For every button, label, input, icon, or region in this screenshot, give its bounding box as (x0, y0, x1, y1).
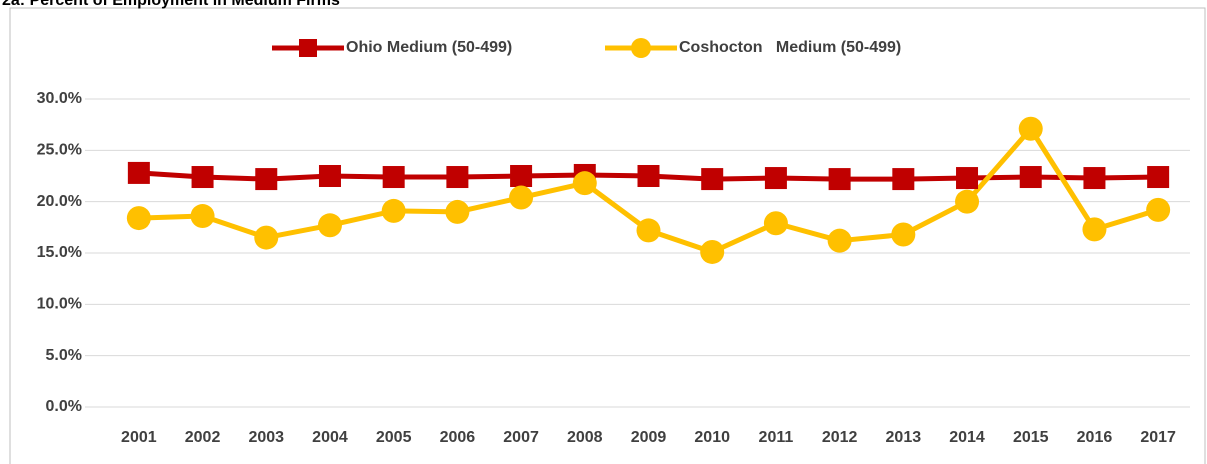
legend-label: Ohio Medium (50-499) (346, 39, 512, 56)
marker (445, 199, 470, 224)
y-tick-label: 0.0% (46, 398, 82, 415)
marker (828, 168, 851, 191)
marker (382, 166, 405, 189)
x-tick-label: 2004 (312, 429, 348, 446)
marker (190, 204, 215, 229)
y-tick-label: 5.0% (46, 347, 82, 364)
marker (572, 171, 597, 196)
x-tick-label: 2017 (1140, 429, 1176, 446)
x-tick-label: 2011 (759, 429, 794, 446)
x-tick-label: 2015 (1013, 429, 1049, 446)
legend-marker (299, 39, 317, 57)
legend-label: Coshocton Medium (50-499) (679, 39, 901, 56)
marker (509, 185, 534, 210)
marker (827, 228, 852, 253)
marker (636, 218, 661, 243)
marker (127, 161, 150, 184)
y-tick-label: 20.0% (37, 193, 82, 210)
x-tick-label: 2001 (121, 429, 157, 446)
marker (254, 225, 279, 250)
marker (1147, 166, 1170, 189)
x-tick-label: 2010 (694, 429, 730, 446)
marker (763, 211, 788, 236)
marker (255, 168, 278, 191)
marker (1018, 116, 1043, 141)
x-tick-label: 2009 (631, 429, 667, 446)
chart-frame (9, 7, 1206, 464)
marker (1019, 166, 1042, 189)
x-tick-label: 2006 (440, 429, 476, 446)
chart-title: 2a: Percent of Employment in Medium Firm… (2, 0, 340, 9)
marker (191, 166, 214, 189)
marker (318, 165, 341, 187)
marker (637, 165, 660, 187)
x-tick-label: 2008 (567, 429, 603, 446)
marker (381, 198, 406, 223)
marker (510, 165, 533, 187)
x-tick-label: 2012 (822, 429, 858, 446)
marker (891, 222, 916, 247)
marker (764, 167, 787, 190)
x-tick-label: 2003 (248, 429, 284, 446)
x-tick-label: 2005 (376, 429, 412, 446)
marker (700, 239, 725, 264)
x-tick-label: 2016 (1077, 429, 1113, 446)
x-tick-label: 2014 (949, 429, 985, 446)
y-tick-label: 15.0% (37, 244, 82, 261)
marker (1083, 167, 1106, 190)
y-tick-label: 25.0% (37, 142, 82, 159)
x-tick-label: 2002 (185, 429, 221, 446)
x-tick-label: 2013 (886, 429, 922, 446)
marker (317, 213, 342, 238)
marker (446, 166, 469, 189)
marker (126, 206, 151, 231)
marker (1146, 197, 1171, 222)
marker (956, 167, 979, 190)
legend-marker (631, 38, 651, 58)
y-tick-label: 30.0% (37, 90, 82, 107)
marker (892, 168, 915, 191)
x-tick-label: 2007 (503, 429, 539, 446)
marker (955, 189, 980, 214)
marker (1082, 217, 1107, 242)
marker (701, 168, 724, 191)
y-tick-label: 10.0% (37, 296, 82, 313)
